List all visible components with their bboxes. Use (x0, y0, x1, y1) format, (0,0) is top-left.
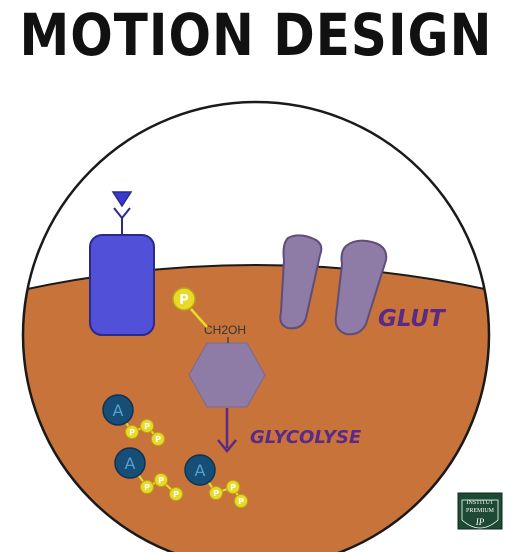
phosphate-label: P (238, 497, 244, 506)
adenosine-label: A (195, 461, 206, 480)
glycolysis-arrow (217, 408, 237, 453)
glucose-hexagon (188, 342, 266, 408)
ch2oh-label: CH2OH (204, 323, 246, 337)
adenosine-ball (184, 454, 216, 486)
badge-line2: PREMIUM (466, 508, 495, 514)
insulin-receptor (89, 191, 155, 336)
ligand-triangle-icon (111, 191, 133, 208)
atp-molecule: A P P P (102, 394, 165, 446)
adenosine-label: A (113, 401, 124, 420)
phosphate-label: P (179, 293, 189, 308)
glut-label: GLUT (378, 306, 447, 332)
glycolyse-label: GLYCOLYSE (250, 427, 362, 448)
glucose-molecule: CH2OH P (172, 287, 266, 408)
phosphate-ball (209, 486, 223, 500)
badge-line1: INSTITUT (467, 500, 494, 506)
phosphate-label: P (155, 435, 161, 444)
phosphate-ball (169, 487, 183, 501)
atp-molecule: A P P P (184, 454, 248, 508)
badge-monogram: IP (475, 517, 485, 527)
phosphate-label: P (173, 490, 179, 499)
page-title: MOTION DESIGN (19, 2, 493, 69)
phosphate-label: P (230, 483, 236, 492)
phosphate-label: P (129, 428, 135, 437)
atp-molecule: A P P P (114, 447, 183, 501)
adenosine-ball (102, 394, 134, 426)
institut-premium-badge: INSTITUT PREMIUM IP (457, 492, 503, 536)
phosphate-label: P (213, 489, 219, 498)
phosphate-ball (226, 480, 240, 494)
adenosine-ball (114, 447, 146, 479)
phosphate-ball (234, 494, 248, 508)
phosphate-ball (140, 480, 154, 494)
cell-outline (21, 100, 491, 552)
phosphate-ball (125, 425, 139, 439)
phosphate-label: P (144, 422, 150, 431)
phosphate-ball (151, 432, 165, 446)
phosphate-ball (154, 473, 168, 487)
phosphate-label: P (158, 476, 164, 485)
phosphate-ball (172, 287, 196, 311)
adenosine-label: A (125, 454, 136, 473)
phosphate-label: P (144, 483, 150, 492)
glut-transporter (279, 234, 388, 336)
phosphate-ball (140, 419, 154, 433)
